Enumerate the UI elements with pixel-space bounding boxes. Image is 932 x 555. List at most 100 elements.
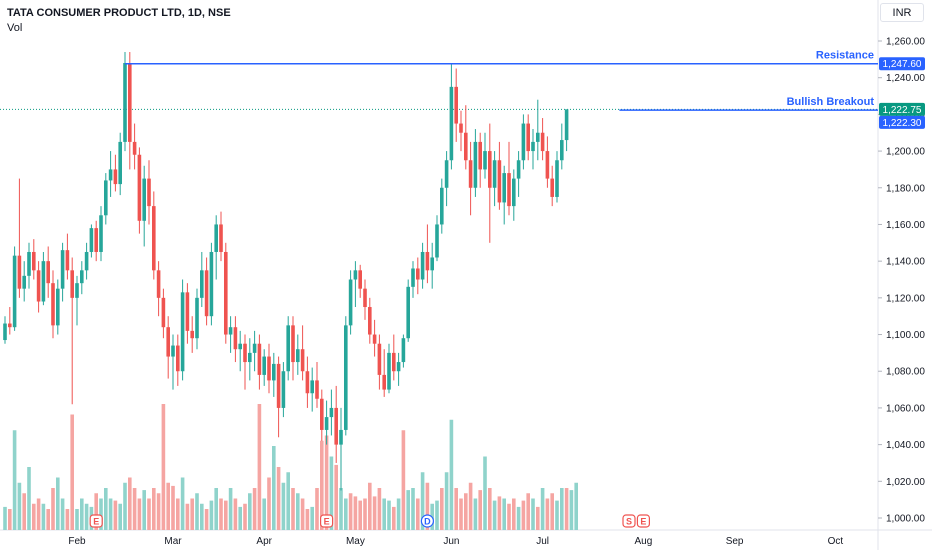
volume-bar [392, 506, 396, 530]
volume-bar [204, 509, 209, 530]
candle-down [382, 374, 386, 390]
volume-bar [118, 503, 122, 530]
candle-up [512, 178, 516, 207]
candle-up [430, 257, 434, 271]
volume-bar [416, 498, 420, 530]
event-marker [320, 514, 334, 528]
breakout-price-label-bg [879, 115, 925, 129]
volume-bar [488, 488, 492, 530]
y-tick-label: 1,100.00 [886, 330, 925, 341]
volume-indicator-label[interactable]: Vol [7, 22, 23, 34]
volume-bar [224, 500, 228, 530]
candle-up [387, 352, 391, 390]
volume-bar [281, 482, 286, 530]
volume-bar [209, 500, 214, 530]
candle-up [262, 356, 266, 375]
volume-bar [128, 477, 132, 530]
candle-up [27, 251, 31, 276]
volume-bar [243, 503, 247, 530]
volume-bar [41, 503, 46, 530]
volume-bar [51, 488, 55, 530]
event-marker [636, 514, 651, 528]
candle-down [368, 307, 372, 335]
y-tick-label: 1,160.00 [886, 220, 925, 231]
candle-down [454, 86, 458, 124]
currency-button[interactable]: INR [880, 3, 924, 22]
candle-down [305, 371, 310, 394]
candle-up [492, 160, 497, 188]
volume-bar [137, 498, 142, 530]
volume-bar [358, 500, 362, 530]
volume-bar [401, 430, 406, 530]
volume-bar [555, 500, 559, 530]
candle-up [195, 297, 199, 339]
volume-bar [272, 446, 276, 530]
volume-bar [195, 493, 199, 530]
volume-bar [464, 493, 468, 530]
volume-bar [420, 472, 425, 530]
volume-bar [238, 506, 242, 530]
volume-bar [65, 509, 70, 530]
y-tick-label: 1,060.00 [886, 403, 925, 414]
y-tick-label: 1,120.00 [886, 293, 925, 304]
volume-bar [267, 477, 271, 530]
candle-down [300, 349, 305, 372]
volume-bar [478, 490, 482, 530]
y-tick-label: 1,200.00 [886, 147, 925, 158]
volume-bar [94, 493, 98, 530]
volume-bar [411, 488, 415, 530]
volume-bar [46, 509, 50, 530]
candle-down [416, 268, 420, 280]
volume-bar [161, 404, 166, 530]
volume-bar [132, 488, 137, 530]
candle-up [536, 132, 540, 142]
candle-up [272, 363, 276, 381]
y-tick-label: 1,020.00 [886, 477, 925, 488]
candle-down [36, 270, 41, 302]
candle-down [32, 251, 36, 271]
volume-bar [166, 482, 170, 530]
volume-bar [276, 467, 281, 530]
volume-bar [449, 419, 454, 530]
volume-bar [507, 503, 511, 530]
candle-up [502, 173, 506, 203]
volume-bar [99, 498, 103, 530]
x-tick-label: Apr [256, 536, 272, 547]
volume-bar [27, 467, 31, 530]
candle-up [348, 279, 353, 326]
candle-up [200, 270, 204, 298]
candle-up [238, 343, 242, 350]
candle-down [478, 141, 482, 170]
candle-down [372, 334, 377, 344]
volume-bar [387, 500, 391, 530]
candle-up [80, 270, 84, 284]
volume-bar [156, 493, 161, 530]
candle-down [267, 356, 271, 381]
candle-down [363, 288, 367, 308]
candle-up [104, 180, 108, 216]
volume-bar [353, 496, 358, 530]
candle-up [329, 407, 334, 418]
volume-bar [363, 498, 367, 530]
candle-up [228, 327, 233, 335]
volume-bar [368, 482, 372, 530]
volume-bar [228, 488, 233, 530]
candle-down [51, 283, 55, 326]
volume-bar [310, 506, 314, 530]
volume-bar [22, 493, 26, 530]
candle-down [132, 141, 137, 155]
candle-down [291, 325, 295, 363]
y-tick-label: 1,140.00 [886, 257, 925, 268]
volume-bar [560, 488, 564, 530]
last-price-label: 1,222.75 [883, 105, 922, 116]
volume-bar [492, 500, 497, 530]
volume-bar [569, 490, 574, 530]
candle-down [185, 292, 190, 331]
candle-down [233, 327, 238, 350]
candle-down [507, 173, 511, 207]
volume-bar [348, 493, 353, 530]
volume-bar [536, 506, 540, 530]
volume-bar [176, 498, 180, 530]
candle-up [324, 417, 329, 430]
